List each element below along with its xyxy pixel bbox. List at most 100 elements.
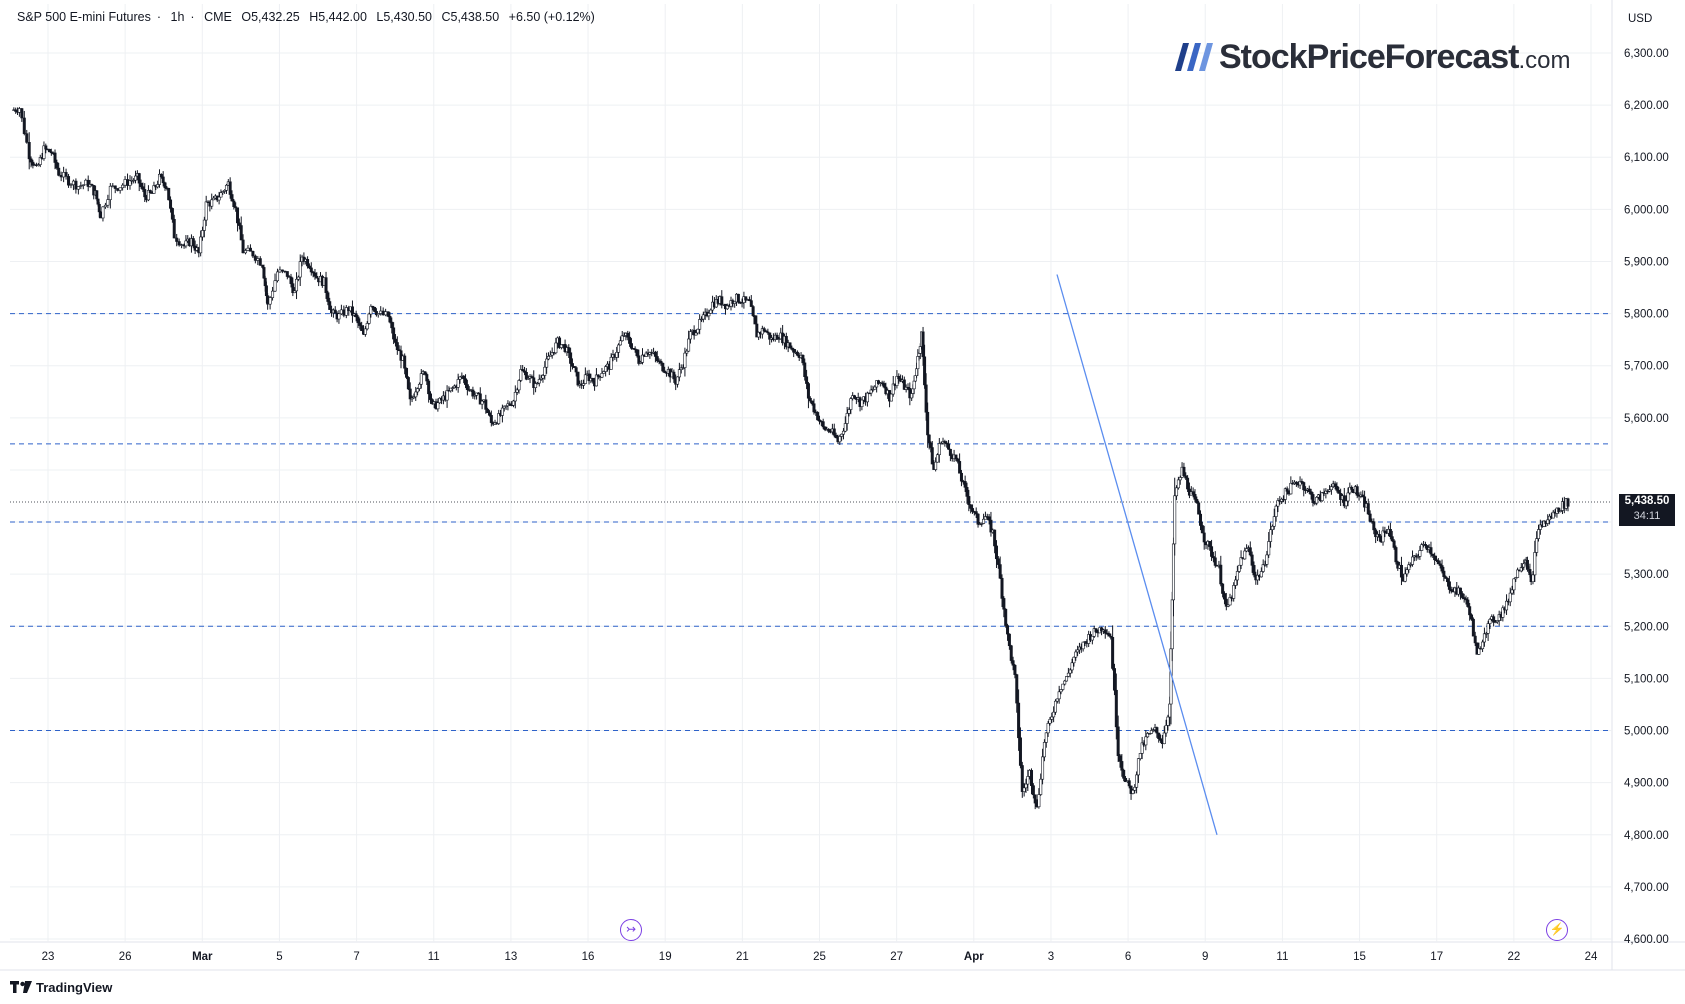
candle-body [1409, 564, 1413, 566]
y-tick-label: 5,900.00 [1624, 256, 1669, 268]
ohlc-open: O5,432.25 [241, 10, 300, 24]
candle-body [1092, 628, 1096, 637]
candle-body [1438, 563, 1442, 566]
candle-body [239, 225, 243, 241]
candle-body [803, 362, 807, 378]
candle-body [1072, 656, 1076, 664]
interval-label[interactable]: 1h [170, 10, 185, 24]
lightning-alert-icon[interactable]: ⚡ [1546, 919, 1568, 941]
candle-body [1546, 519, 1550, 524]
candle-body [853, 395, 857, 398]
y-tick-label: 5,600.00 [1624, 413, 1669, 425]
candle-body [1120, 761, 1124, 771]
candle-body [958, 461, 962, 474]
candle-body [895, 376, 899, 386]
candle-body [1350, 486, 1354, 490]
candle-body [687, 338, 691, 352]
candle-body [869, 389, 873, 394]
candle-body [1446, 578, 1450, 583]
candle-body [152, 185, 156, 194]
candle-body [103, 204, 107, 208]
candle-body [1103, 629, 1107, 634]
candle-body [530, 376, 534, 379]
candle-body [816, 412, 820, 421]
candle-body [1124, 777, 1128, 782]
candle-body [720, 296, 724, 306]
candle-body [701, 314, 705, 320]
candle-body [1222, 593, 1226, 600]
symbol-name[interactable]: S&P 500 E-mini Futures [17, 10, 151, 24]
candle-body [489, 415, 493, 423]
candle-body [688, 331, 692, 340]
candle-body [1136, 758, 1140, 776]
candle-body [1066, 672, 1070, 677]
x-tick-label: 25 [813, 951, 826, 963]
candle-body [1118, 755, 1122, 762]
candle-body [71, 180, 75, 185]
candle-body [1200, 525, 1204, 534]
candle-body [1531, 574, 1535, 583]
candle-body [685, 350, 689, 354]
candle-body [810, 400, 814, 405]
candle-body [64, 172, 68, 177]
candle-body [681, 367, 685, 369]
candle-body [234, 206, 238, 209]
candle-body [906, 386, 910, 389]
candle-body [963, 481, 967, 488]
candle-body [1149, 730, 1153, 734]
candle-body [1176, 479, 1180, 489]
candle-body [484, 399, 488, 410]
candle-body [1337, 490, 1341, 494]
candle-body [1039, 778, 1043, 795]
candle-body [1320, 492, 1324, 501]
candle-body [1481, 641, 1485, 650]
candle-body [280, 269, 284, 272]
candle-body [1300, 481, 1304, 483]
candle-body [92, 185, 96, 196]
candle-body [98, 211, 102, 219]
candle-body [1411, 556, 1415, 565]
y-tick-label: 4,900.00 [1624, 778, 1669, 790]
candle-body [1228, 597, 1232, 606]
candle-body [867, 392, 871, 395]
candle-body [471, 389, 475, 397]
candle-body [788, 342, 792, 349]
candle-body [289, 276, 293, 284]
candle-body [559, 344, 563, 348]
currency-label[interactable]: USD [1628, 13, 1653, 25]
goto-realtime-icon[interactable]: ↣ [620, 919, 642, 941]
candle-body [1248, 547, 1252, 556]
candle-body [354, 313, 358, 318]
candle-body [1533, 552, 1537, 576]
x-tick-label: 24 [1585, 951, 1598, 963]
candle-body [653, 351, 657, 357]
candle-body [545, 358, 549, 368]
candle-body [1009, 645, 1013, 661]
candle-body [1484, 633, 1488, 635]
candle-body [806, 383, 810, 399]
candle-body [1372, 521, 1376, 531]
candle-body [210, 199, 214, 207]
candle-body [172, 218, 176, 239]
tradingview-logo[interactable]: TradingView [10, 980, 112, 995]
x-tick-label: 15 [1353, 951, 1366, 963]
candle-body [808, 397, 812, 402]
candle-body [137, 173, 141, 184]
candle-body [20, 108, 24, 119]
candle-body [1250, 554, 1254, 566]
candle-body [1388, 529, 1392, 537]
candle-body [1270, 525, 1274, 531]
candle-body [795, 351, 799, 356]
candle-body [1377, 533, 1381, 538]
candle-body [1538, 524, 1542, 530]
candle-body [755, 323, 759, 338]
candle-body [1202, 532, 1206, 543]
candle-body [42, 145, 46, 159]
candle-body [1394, 547, 1398, 563]
x-tick-label: 23 [42, 951, 55, 963]
candle-body [840, 433, 844, 437]
y-tick-label: 5,700.00 [1624, 361, 1669, 373]
candle-body [576, 371, 580, 386]
candle-body [930, 447, 934, 465]
candle-body [1355, 486, 1359, 496]
